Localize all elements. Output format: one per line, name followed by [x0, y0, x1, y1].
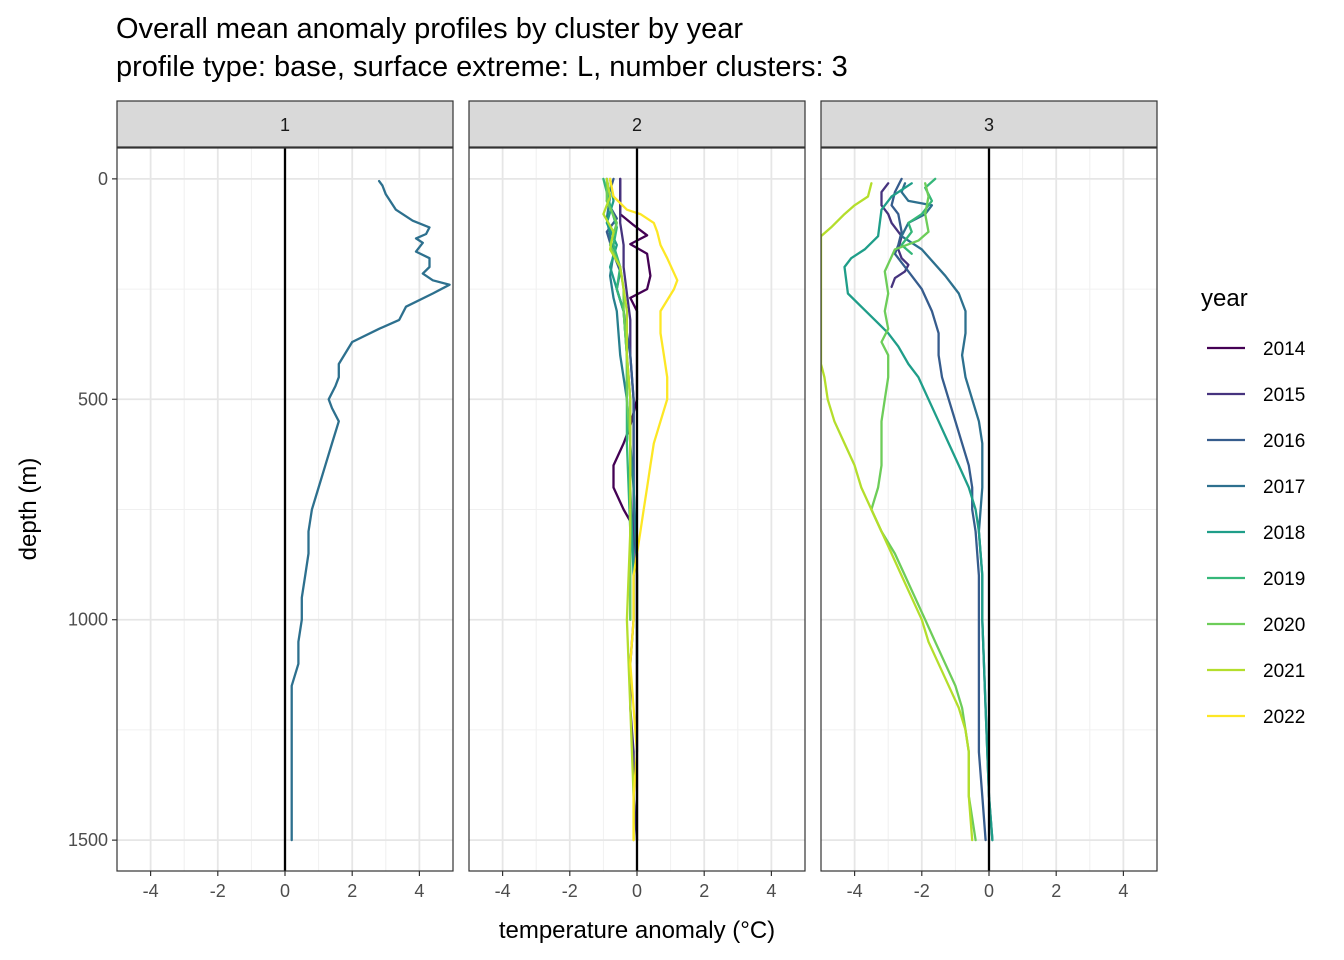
- x-tick-label: 2: [347, 881, 357, 901]
- series-line-2020: [870, 182, 977, 842]
- legend: year 2014 2015 2016 2017 2018 2019 2020 2021 202…: [1201, 285, 1306, 728]
- facet-strip: [468, 100, 806, 148]
- facet-strip-label: 1: [280, 115, 290, 135]
- series-line-2016: [890, 177, 987, 842]
- x-tick-label: 2: [1051, 881, 1061, 901]
- x-tick-label: -2: [562, 881, 578, 901]
- chart-subtitle: profile type: base, surface extreme: L, …: [116, 51, 848, 83]
- x-tick-label: 4: [1118, 881, 1128, 901]
- series-group: [290, 179, 451, 842]
- panels: 1 -4 -2 0 2 4 0 500 1000 1500 2 -4 -2 0 2 4 3 -4 -2 0 2 4: [68, 100, 1158, 901]
- legend-item-2016: 2016: [1207, 431, 1305, 452]
- legend-label: 2016: [1263, 431, 1305, 452]
- y-axis-title: depth (m): [15, 458, 42, 561]
- legend-label: 2014: [1263, 339, 1306, 360]
- legend-label: 2021: [1263, 661, 1305, 682]
- legend-item-2019: 2019: [1207, 569, 1305, 590]
- facet-strip-label: 2: [632, 115, 642, 135]
- x-tick-label: -4: [847, 881, 863, 901]
- facet-strip-label: 3: [984, 115, 994, 135]
- x-tick-label: 4: [766, 881, 776, 901]
- series-line-2017: [290, 179, 451, 842]
- y-tick-label: 500: [78, 389, 108, 409]
- legend-item-2021: 2021: [1207, 661, 1305, 682]
- legend-item-2022: 2022: [1207, 707, 1305, 728]
- panel-2: 2 -4 -2 0 2 4: [468, 100, 806, 901]
- legend-item-2017: 2017: [1207, 477, 1305, 498]
- legend-item-2020: 2020: [1207, 615, 1305, 636]
- facet-strip: [116, 100, 454, 148]
- series-group: [821, 177, 994, 842]
- legend-title: year: [1201, 285, 1248, 312]
- legend-label: 2017: [1263, 477, 1305, 498]
- x-tick-label: -4: [495, 881, 511, 901]
- legend-label: 2020: [1263, 615, 1305, 636]
- x-tick-label: 0: [632, 881, 642, 901]
- series-line-2018: [843, 182, 994, 842]
- legend-label: 2022: [1263, 707, 1305, 728]
- legend-label: 2019: [1263, 569, 1305, 590]
- x-tick-label: 4: [414, 881, 424, 901]
- y-tick-label: 1000: [68, 610, 108, 630]
- legend-item-2015: 2015: [1207, 385, 1305, 406]
- panel-1: 1 -4 -2 0 2 4 0 500 1000 1500: [68, 100, 454, 901]
- chart-title: Overall mean anomaly profiles by cluster…: [116, 13, 743, 45]
- x-axis-title: temperature anomaly (°C): [499, 917, 775, 944]
- x-tick-label: -2: [210, 881, 226, 901]
- legend-item-2014: 2014: [1207, 339, 1306, 360]
- series-line-2022: [608, 177, 679, 842]
- x-tick-label: 0: [984, 881, 994, 901]
- y-tick-label: 1500: [68, 830, 108, 850]
- x-tick-label: 2: [699, 881, 709, 901]
- legend-item-2018: 2018: [1207, 523, 1305, 544]
- x-tick-label: -2: [914, 881, 930, 901]
- series-line-2021: [821, 182, 974, 842]
- legend-label: 2018: [1263, 523, 1305, 544]
- x-tick-label: 0: [280, 881, 290, 901]
- legend-label: 2015: [1263, 385, 1305, 406]
- x-tick-label: -4: [143, 881, 159, 901]
- facet-strip: [820, 100, 1158, 148]
- panel-3: 3 -4 -2 0 2 4: [820, 100, 1158, 901]
- y-tick-label: 0: [98, 169, 108, 189]
- series-line-2021: [602, 177, 635, 842]
